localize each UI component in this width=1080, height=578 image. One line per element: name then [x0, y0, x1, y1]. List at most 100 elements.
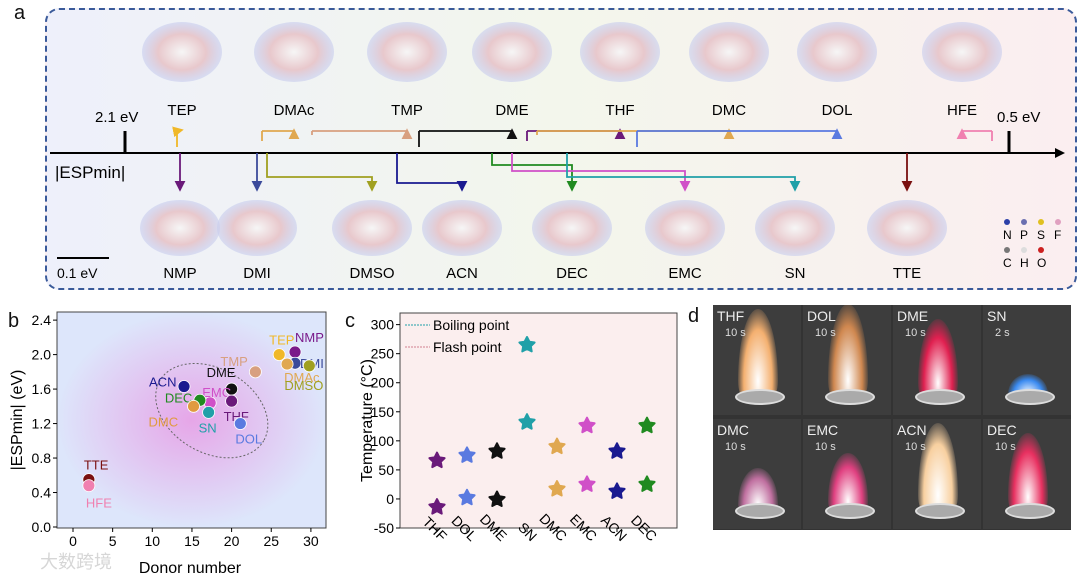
data-point [233, 417, 247, 430]
y-tick-label: 1.2 [32, 416, 52, 432]
x-tick-label: 25 [263, 533, 279, 549]
point-label: DMC [149, 414, 179, 429]
photo-time: 10 s [905, 441, 926, 453]
atom-color-icon [1021, 219, 1027, 225]
flame-photo-emc: EMC 10 s [803, 419, 891, 529]
connector-arrow [311, 130, 407, 135]
y-tick-label: 100 [371, 433, 395, 449]
atom-label: C [1003, 256, 1012, 270]
photo-time: 10 s [905, 327, 926, 339]
dish [1005, 503, 1055, 519]
photo-time: 10 s [815, 441, 836, 453]
plot-area [56, 311, 327, 529]
esp-axis-diagram: 2.1 eV 0.5 eV |ESPmin| 0.1 eV TEP DMAc TMP DME T… [50, 22, 1065, 282]
molecule-label: ACN [446, 265, 478, 282]
molecule-esp-surface [140, 200, 220, 256]
point-label: DME [207, 365, 236, 380]
point-label: TTE [84, 458, 109, 473]
dish [825, 503, 875, 519]
data-point [280, 357, 294, 371]
photo-label: THF [717, 308, 745, 324]
flame-photo-dme: DME 10 s [893, 305, 981, 415]
point-label: TEP [269, 333, 294, 348]
y-tick-label: 0.8 [32, 450, 52, 466]
flame-test-photos: THF 10 s DOL 10 s DME 10 s SN 2 s DMC 10 s EMC 10 s… [713, 305, 1071, 530]
dish [735, 389, 785, 405]
atom-color-icon [1004, 219, 1010, 225]
point-label: NMP [295, 330, 324, 345]
connector-arrow [566, 153, 801, 192]
y-tick-label: 150 [371, 404, 395, 420]
data-point [428, 498, 446, 515]
dish [915, 389, 965, 405]
dish [735, 503, 785, 519]
atom-label: P [1020, 228, 1028, 242]
y-tick-label: 0 [386, 491, 394, 507]
photo-label: DOL [807, 308, 836, 324]
y-tick-label: 250 [371, 346, 395, 362]
y-tick-label: 300 [371, 317, 395, 333]
data-point [428, 451, 446, 469]
watermark: 大数跨境 [40, 552, 112, 572]
x-tick-label: 5 [109, 533, 117, 549]
flame-photo-sn: SN 2 s [983, 305, 1071, 415]
atom-color-icon [1038, 247, 1044, 253]
data-point [608, 442, 626, 459]
molecule-esp-surface [422, 200, 502, 256]
point-label: DOL [235, 432, 262, 447]
connector-arrow [636, 130, 837, 147]
photo-label: SN [987, 308, 1007, 324]
data-point [82, 479, 96, 493]
molecule-label: DOL [822, 102, 853, 119]
molecule-esp-surface [645, 200, 725, 256]
molecule-esp-surface [797, 22, 877, 82]
photo-label: DME [897, 308, 929, 324]
left-value-label: 2.1 eV [95, 109, 138, 126]
esp-scale-panel: 2.1 eV 0.5 eV |ESPmin| 0.1 eV TEP DMAc TMP DME T… [45, 8, 1077, 290]
molecule-esp-surface [332, 200, 412, 256]
y-tick-label: 50 [378, 462, 394, 478]
x-tick-label: 10 [145, 533, 161, 549]
connector-arrow [261, 130, 294, 141]
point-label: TMP [220, 354, 247, 369]
photo-time: 10 s [725, 441, 746, 453]
atom-color-icon [1055, 219, 1061, 225]
data-point [458, 488, 476, 506]
dish [915, 503, 965, 519]
molecule-esp-surface [689, 22, 769, 82]
data-point [638, 416, 656, 434]
molecule-esp-surface [472, 22, 552, 82]
molecule-label: HFE [947, 102, 977, 119]
atom-color-icon [1038, 219, 1044, 225]
molecule-label: DME [495, 102, 528, 119]
point-label: EMC [202, 385, 231, 400]
y-axis-label: Temperature (°C) [359, 359, 376, 482]
molecule-esp-surface [367, 22, 447, 82]
molecule-esp-surface [580, 22, 660, 82]
photo-label: ACN [897, 422, 927, 438]
data-point [272, 348, 286, 361]
data-point [177, 380, 191, 393]
x-axis-label: Donor number [139, 560, 242, 577]
molecule-label: DMSO [350, 265, 395, 282]
data-point [578, 475, 596, 492]
point-label: DEC [165, 390, 192, 405]
legend-label: Flash point [433, 339, 502, 355]
molecule-label: DMC [712, 102, 746, 119]
dish [1005, 389, 1055, 405]
data-point [458, 446, 476, 463]
axis-arrowhead [1055, 148, 1065, 158]
data-point [548, 437, 566, 455]
molecule-label: SN [785, 265, 806, 282]
x-tick-label: 0 [69, 533, 77, 549]
panel-label-d: d [688, 305, 700, 327]
molecule-label: DEC [556, 265, 588, 282]
scale-bar-label: 0.1 eV [57, 265, 98, 281]
atom-label: S [1037, 228, 1045, 242]
y-tick-label: 1.6 [32, 381, 52, 397]
molecule-label: NMP [163, 265, 196, 282]
connector-arrow [962, 130, 993, 141]
data-point [608, 482, 626, 499]
data-point [248, 365, 262, 379]
molecule-label: TMP [391, 102, 423, 119]
